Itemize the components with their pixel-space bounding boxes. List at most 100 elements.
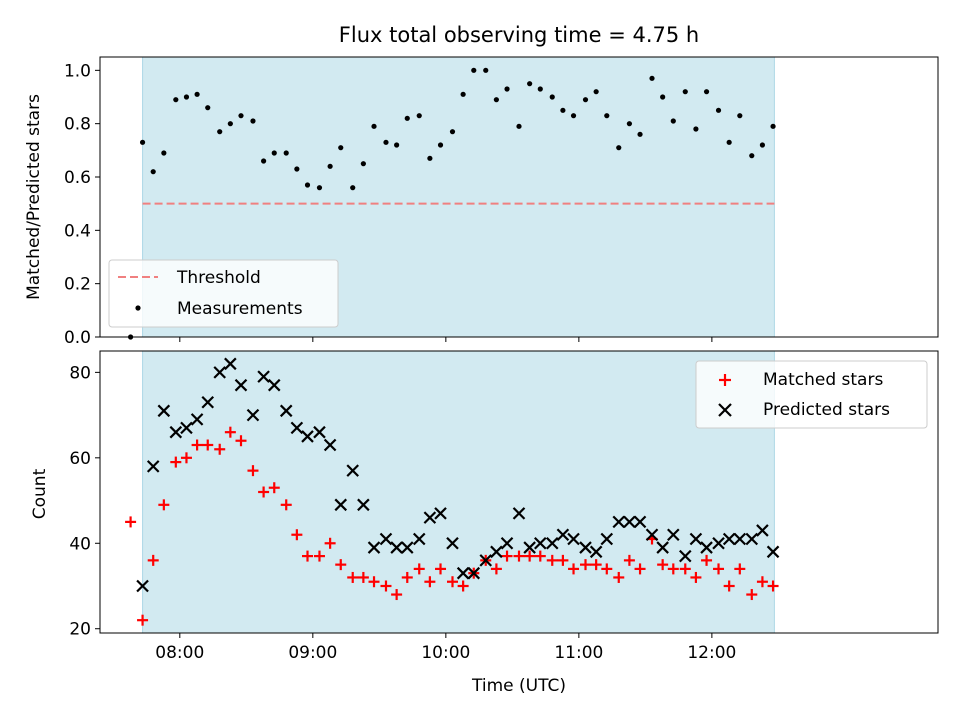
predicted-stars-point bbox=[301, 430, 314, 443]
matched-stars-point bbox=[347, 571, 359, 583]
predicted-stars-point bbox=[612, 515, 626, 529]
measurement-point bbox=[626, 121, 633, 127]
predicted-stars-point bbox=[201, 395, 215, 409]
measurement-point bbox=[483, 67, 489, 73]
matched-stars-point bbox=[380, 580, 392, 592]
ratio-legend: Threshold Measurements bbox=[108, 259, 339, 328]
predicted-stars-point bbox=[323, 438, 337, 452]
predicted-stars-point bbox=[700, 541, 713, 554]
measurement-point bbox=[660, 94, 666, 100]
predicted-stars-point bbox=[334, 498, 348, 512]
chart-title: Flux total observing time = 4.75 h bbox=[339, 23, 699, 47]
measurement-point bbox=[217, 129, 223, 135]
measurement-point bbox=[437, 142, 444, 148]
measurement-point bbox=[637, 131, 643, 137]
matched-stars-point bbox=[401, 571, 413, 583]
measurement-point bbox=[449, 129, 456, 135]
measurement-point bbox=[582, 97, 589, 103]
predicted-stars-point bbox=[190, 413, 204, 426]
predicted-stars-point bbox=[390, 541, 403, 554]
measurement-point bbox=[670, 118, 676, 124]
measurement-point bbox=[404, 115, 410, 121]
measurement-point bbox=[682, 89, 688, 95]
predicted-stars-point bbox=[456, 566, 470, 580]
matched-stars-point bbox=[767, 580, 779, 592]
predicted-stars-point bbox=[257, 370, 270, 383]
measurement-point bbox=[161, 150, 167, 156]
matched-stars-point bbox=[756, 576, 768, 588]
count-y-tick-label: 40 bbox=[69, 534, 91, 554]
predicted-stars-point bbox=[500, 536, 514, 550]
matched-stars-point bbox=[746, 589, 758, 601]
measurement-point bbox=[604, 113, 610, 119]
measurement-point bbox=[537, 86, 543, 92]
count-y-tick-label: 20 bbox=[69, 620, 91, 640]
predicted-stars-point bbox=[733, 532, 747, 546]
count-y-tick-label: 80 bbox=[69, 363, 91, 383]
measurement-point bbox=[261, 158, 267, 164]
matched-stars-point bbox=[690, 571, 702, 583]
predicted-stars-point bbox=[589, 545, 603, 559]
legend-predicted-label: Predicted stars bbox=[763, 400, 890, 420]
predicted-stars-point bbox=[567, 532, 580, 546]
predicted-stars-point bbox=[234, 378, 248, 392]
measurement-point bbox=[383, 139, 389, 145]
matched-stars-point bbox=[424, 576, 436, 588]
ratio-y-tick-label: 0.0 bbox=[64, 328, 91, 348]
matched-stars-point bbox=[302, 550, 314, 562]
matched-stars-point bbox=[235, 435, 247, 447]
x-axis-label: Time (UTC) bbox=[471, 676, 566, 696]
ratio-y-tick-label: 1.0 bbox=[64, 61, 91, 81]
measurement-point bbox=[759, 142, 766, 148]
matched-stars-point bbox=[713, 563, 725, 575]
predicted-stars-point bbox=[645, 528, 659, 542]
predicted-stars-point bbox=[490, 545, 503, 559]
matched-stars-point bbox=[734, 563, 746, 575]
matched-stars-point bbox=[180, 452, 192, 464]
measurement-point bbox=[150, 169, 156, 175]
matched-stars-point bbox=[679, 563, 691, 575]
count-observing-window bbox=[142, 350, 775, 634]
measurement-point bbox=[693, 126, 699, 132]
measurement-point bbox=[593, 89, 599, 95]
matched-stars-point bbox=[623, 554, 635, 566]
legend-measurements-swatch bbox=[135, 305, 141, 311]
legend-predicted-swatch bbox=[718, 403, 732, 417]
x-tick-label: 11:00 bbox=[554, 643, 603, 663]
measurement-point bbox=[770, 123, 776, 129]
matched-stars-point bbox=[435, 563, 447, 575]
legend-matched-swatch bbox=[719, 374, 731, 386]
count-shaded-window bbox=[142, 350, 775, 634]
matched-stars-point bbox=[158, 499, 170, 511]
predicted-stars-point bbox=[545, 536, 559, 550]
matched-stars-point bbox=[557, 554, 569, 566]
matched-stars-point bbox=[546, 554, 558, 566]
matched-stars-point bbox=[391, 589, 403, 601]
matched-stars-point bbox=[524, 550, 536, 562]
matched-stars-point bbox=[601, 563, 613, 575]
measurement-point bbox=[527, 81, 533, 87]
measurement-point bbox=[139, 139, 146, 145]
matched-stars-point bbox=[701, 554, 713, 566]
matched-stars-point bbox=[335, 559, 347, 571]
measurement-point bbox=[749, 153, 755, 159]
predicted-stars-point bbox=[534, 536, 547, 550]
matched-stars-point bbox=[247, 465, 259, 477]
measurement-point bbox=[715, 107, 722, 113]
measurement-point bbox=[616, 145, 622, 151]
measurement-point bbox=[227, 121, 233, 127]
predicted-stars-point bbox=[756, 524, 769, 537]
measurement-point bbox=[504, 86, 510, 92]
predicted-stars-point bbox=[224, 357, 237, 371]
predicted-stars-point bbox=[246, 408, 260, 422]
predicted-stars-point bbox=[689, 532, 703, 546]
matched-stars-point bbox=[501, 550, 513, 562]
count-plot-frame bbox=[99, 350, 939, 634]
measurement-point bbox=[283, 150, 289, 156]
measurement-point bbox=[350, 185, 356, 191]
measurement-point bbox=[327, 163, 333, 169]
predicted-stars-point bbox=[267, 378, 281, 392]
count-y-tick-label: 60 bbox=[69, 449, 91, 469]
matched-stars-point bbox=[125, 516, 137, 528]
matched-stars-point bbox=[534, 550, 546, 562]
